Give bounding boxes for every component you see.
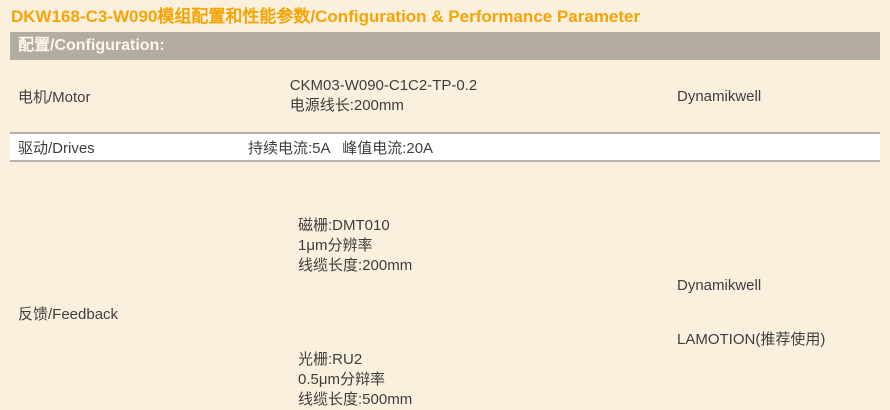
row-value: 持续电流:5A 峰值电流:20A [248,139,434,157]
row-feedback: 反馈/Feedback 磁栅:DMT010 1μm分辨率 线缆长度:200mm … [10,160,880,410]
row-label: 反馈/Feedback [18,305,119,323]
section-header-configuration-label: 配置/Configuration: [18,37,165,54]
feedback-brand-2: LAMOTION(推荐使用) [677,331,826,348]
row-label: 电机/Motor [18,88,91,106]
row-brand: Dynamikwell [677,87,762,105]
spec-table: DKW168-C3-W090模组配置和性能参数/Configuration & … [10,0,880,410]
section-header-configuration: 配置/Configuration: [10,32,880,60]
feedback-type: 光栅:RU2 [298,351,363,368]
feedback-line-2: 光栅:RU2 0.5μm分辩率 线缆长度:500mm [248,330,677,410]
row-value: CKM03-W090-C1C2-TP-0.2 电源线长:200mm [248,60,677,132]
feedback-resolution: 1μm分辨率 [298,237,373,254]
feedback-cable: 线缆长度:500mm [298,391,413,408]
feedback-line-1: 磁栅:DMT010 1μm分辨率 线缆长度:200mm [248,196,677,296]
feedback-type: 磁栅:DMT010 [298,217,390,234]
feedback-brand-1: Dynamikwell [677,277,762,294]
motor-power-cable: 电源线长:200mm [289,97,404,114]
motor-model: CKM03-W090-C1C2-TP-0.2 [289,77,478,94]
feedback-resolution: 0.5μm分辩率 [298,371,386,388]
row-drives: 驱动/Drives 持续电流:5A 峰值电流:20A [10,132,880,160]
row-value: 磁栅:DMT010 1μm分辨率 线缆长度:200mm 光栅:RU2 0.5μm… [248,162,677,410]
row-label: 驱动/Drives [18,139,95,157]
row-motor: 电机/Motor CKM03-W090-C1C2-TP-0.2 电源线长:200… [10,60,880,132]
feedback-cable: 线缆长度:200mm [298,257,413,274]
row-brand: Dynamikwell LAMOTION(推荐使用) [677,242,880,384]
page-title: DKW168-C3-W090模组配置和性能参数/Configuration & … [11,7,641,26]
configuration-rows: 电机/Motor CKM03-W090-C1C2-TP-0.2 电源线长:200… [10,60,880,410]
